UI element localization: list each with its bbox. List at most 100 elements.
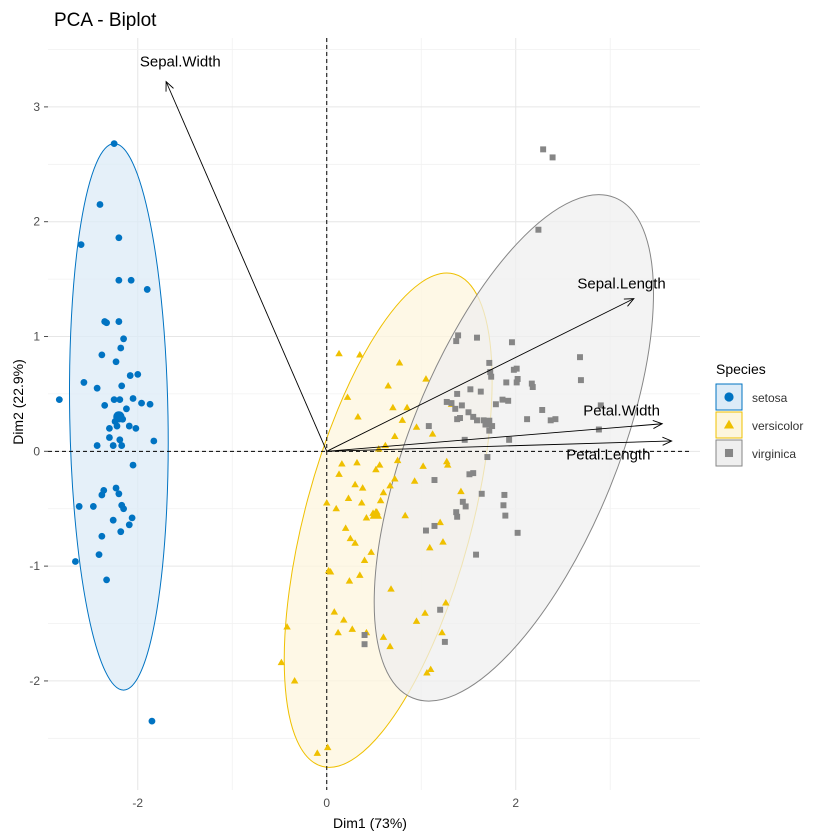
point-virginica xyxy=(458,402,465,409)
point-versicolor xyxy=(389,403,397,411)
x-axis-label: Dim1 (73%) xyxy=(333,815,407,831)
x-tick-label: 2 xyxy=(512,796,519,810)
point-virginica xyxy=(452,405,459,412)
point-setosa xyxy=(150,437,158,445)
y-tick-label: 3 xyxy=(33,100,40,114)
point-versicolor xyxy=(323,499,331,506)
point-setosa xyxy=(116,436,124,444)
point-versicolor xyxy=(367,548,375,555)
legend-label: virginica xyxy=(752,447,796,461)
point-versicolor xyxy=(351,539,359,546)
point-setosa xyxy=(113,422,121,430)
point-versicolor xyxy=(426,543,434,551)
point-setosa xyxy=(125,521,133,529)
point-versicolor xyxy=(324,566,333,574)
point-setosa xyxy=(96,201,104,208)
point-setosa xyxy=(109,516,117,524)
point-virginica xyxy=(510,366,517,373)
variable-label: Petal.Width xyxy=(583,403,660,420)
point-setosa xyxy=(120,335,127,343)
point-setosa xyxy=(146,400,154,408)
point-virginica xyxy=(443,398,450,405)
arrow-head xyxy=(623,298,635,307)
point-virginica xyxy=(499,396,506,403)
x-tick-label: -2 xyxy=(132,796,143,810)
point-setosa xyxy=(123,405,130,413)
point-virginica xyxy=(457,415,463,421)
point-setosa xyxy=(95,551,103,559)
point-versicolor xyxy=(401,511,409,519)
point-versicolor xyxy=(387,585,395,592)
point-setosa xyxy=(72,558,79,565)
point-virginica xyxy=(454,513,461,520)
legend-label: versicolor xyxy=(752,419,803,433)
point-virginica xyxy=(478,490,485,497)
point-virginica xyxy=(487,369,494,376)
y-axis-label: Dim2 (22.9%) xyxy=(10,359,26,445)
point-virginica xyxy=(505,397,512,404)
data-points xyxy=(55,140,604,756)
y-tick-label: -1 xyxy=(29,559,40,573)
arrow-head xyxy=(662,436,673,446)
point-virginica xyxy=(597,402,604,409)
point-virginica xyxy=(431,477,438,483)
point-virginica xyxy=(477,388,484,395)
point-setosa xyxy=(106,434,113,441)
point-virginica xyxy=(425,423,432,430)
point-versicolor xyxy=(421,609,429,616)
legend-item-setosa: setosa xyxy=(715,383,788,411)
point-setosa xyxy=(98,351,106,359)
point-versicolor xyxy=(335,349,343,357)
point-virginica xyxy=(467,386,474,393)
x-tick-label: 0 xyxy=(323,796,330,810)
point-setosa xyxy=(148,717,156,725)
point-virginica xyxy=(465,409,472,416)
variable-label: Sepal.Width xyxy=(140,54,221,71)
point-virginica xyxy=(528,380,535,387)
point-versicolor xyxy=(443,457,451,465)
point-setosa xyxy=(93,442,101,449)
point-versicolor xyxy=(338,460,346,467)
point-setosa xyxy=(138,399,145,407)
point-versicolor xyxy=(422,375,430,382)
point-versicolor xyxy=(410,477,419,484)
arrow-head xyxy=(652,420,664,429)
point-virginica xyxy=(552,416,559,423)
point-versicolor xyxy=(412,423,421,430)
legend-marker-setosa xyxy=(724,392,734,402)
point-versicolor xyxy=(391,474,399,482)
point-versicolor xyxy=(391,432,399,439)
point-virginica xyxy=(595,426,602,433)
point-versicolor xyxy=(351,480,359,488)
point-setosa xyxy=(77,241,85,249)
point-setosa xyxy=(93,384,101,392)
chart-title: PCA - Biplot xyxy=(54,10,157,31)
point-versicolor xyxy=(313,749,322,756)
point-versicolor xyxy=(386,642,394,650)
point-virginica xyxy=(547,417,554,424)
y-tick-label: 0 xyxy=(33,444,40,458)
point-versicolor xyxy=(360,556,369,563)
point-setosa xyxy=(116,396,124,404)
point-virginica xyxy=(524,416,531,423)
point-versicolor xyxy=(340,616,348,623)
point-virginica xyxy=(453,509,460,516)
point-versicolor xyxy=(376,496,385,504)
point-versicolor xyxy=(457,487,465,495)
point-versicolor xyxy=(358,484,367,491)
point-versicolor xyxy=(356,571,364,578)
point-virginica xyxy=(486,359,493,366)
axis-ticks: -2 0 2 -2 -1 0 1 2 3 xyxy=(29,100,519,810)
point-virginica xyxy=(473,551,480,558)
point-setosa xyxy=(115,234,123,242)
point-virginica xyxy=(503,379,510,386)
point-versicolor xyxy=(439,538,447,545)
point-versicolor xyxy=(375,461,384,468)
point-virginica xyxy=(422,527,429,534)
point-versicolor xyxy=(403,403,411,411)
arrow-head xyxy=(165,80,174,92)
point-setosa xyxy=(106,424,113,432)
point-setosa xyxy=(132,424,140,432)
point-setosa xyxy=(129,461,137,469)
